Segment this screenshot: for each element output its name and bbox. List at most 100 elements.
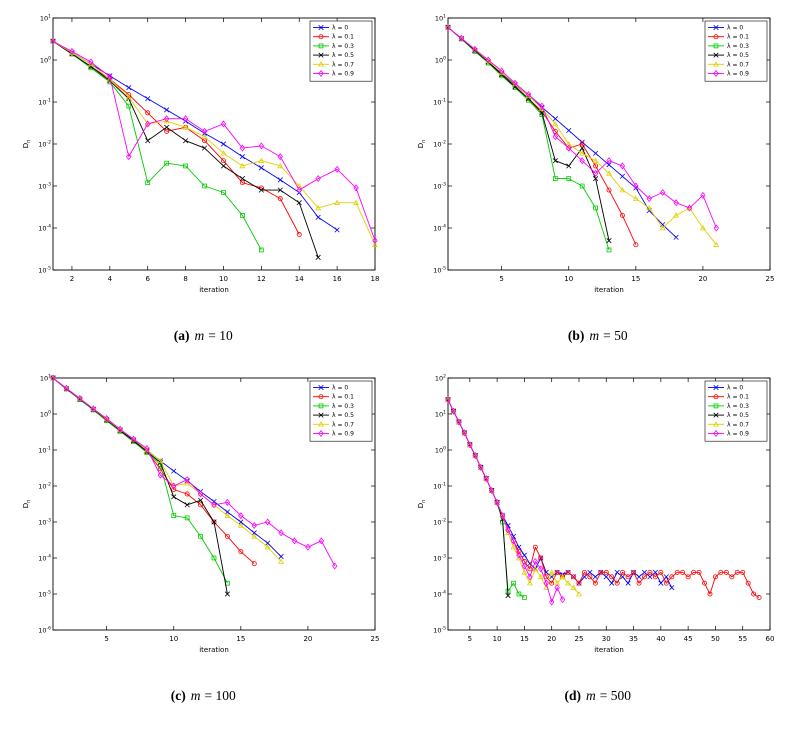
- svg-text:2: 2: [70, 275, 74, 283]
- svg-text:100: 100: [435, 56, 446, 65]
- svg-text:Dn: Dn: [22, 500, 32, 509]
- subplot-c: 5 10 15 20 25 101 100 10-1 10-2 10-3 10-4 10-5 10-6 i…: [6, 368, 401, 728]
- chart-c: 5 10 15 20 25 101 100 10-1 10-2 10-3 10-4 10-5 10-6 i…: [22, 374, 380, 655]
- svg-text:101: 101: [40, 374, 51, 383]
- svg-text:λ = 0: λ = 0: [727, 25, 743, 32]
- svg-text:10-2: 10-2: [38, 140, 51, 149]
- svg-text:10-3: 10-3: [433, 182, 446, 191]
- caption-a: (a) m = 10: [6, 328, 401, 344]
- svg-text:λ = 0: λ = 0: [332, 25, 348, 32]
- svg-text:25: 25: [371, 635, 380, 643]
- caption-d: (d) m = 500: [401, 688, 796, 704]
- svg-text:λ = 0.1: λ = 0.1: [332, 34, 354, 41]
- svg-text:λ = 0: λ = 0: [332, 385, 348, 392]
- svg-text:λ = 0.9: λ = 0.9: [727, 431, 749, 438]
- svg-text:λ = 0.1: λ = 0.1: [727, 34, 749, 41]
- caption-b-rest: = 50: [603, 328, 628, 343]
- svg-text:101: 101: [435, 410, 446, 419]
- svg-text:55: 55: [738, 635, 747, 643]
- svg-text:λ = 0.1: λ = 0.1: [727, 394, 749, 401]
- svg-text:10-5: 10-5: [38, 266, 51, 275]
- svg-text:10-1: 10-1: [433, 482, 446, 491]
- svg-text:35: 35: [629, 635, 638, 643]
- svg-text:λ = 0.7: λ = 0.7: [727, 61, 749, 68]
- svg-text:λ = 0.9: λ = 0.9: [332, 431, 354, 438]
- svg-text:10-1: 10-1: [38, 98, 51, 107]
- svg-text:λ = 0.7: λ = 0.7: [332, 61, 354, 68]
- svg-text:iteration: iteration: [199, 646, 229, 654]
- svg-text:20: 20: [304, 635, 313, 643]
- svg-text:10: 10: [564, 275, 573, 283]
- caption-c-var: m: [190, 688, 201, 703]
- svg-text:10-6: 10-6: [38, 626, 51, 635]
- svg-text:λ = 0.9: λ = 0.9: [332, 71, 354, 78]
- svg-text:λ = 0.5: λ = 0.5: [332, 52, 354, 59]
- svg-text:10: 10: [170, 635, 179, 643]
- svg-text:15: 15: [631, 275, 640, 283]
- svg-text:10-4: 10-4: [38, 224, 51, 233]
- chart-d: 5 10 15 20 25 30 35 40 45 50 55 60 102 101 100 10-1 10-2…: [417, 374, 774, 655]
- svg-text:100: 100: [40, 56, 51, 65]
- svg-text:100: 100: [435, 446, 446, 455]
- svg-text:15: 15: [520, 635, 529, 643]
- svg-text:5: 5: [499, 275, 503, 283]
- caption-a-var: m: [194, 328, 205, 343]
- svg-text:λ = 0.7: λ = 0.7: [332, 421, 354, 428]
- caption-a-tag: (a): [173, 328, 190, 343]
- svg-text:6: 6: [146, 275, 151, 283]
- svg-text:λ = 0.1: λ = 0.1: [332, 394, 354, 401]
- svg-text:10-5: 10-5: [38, 590, 51, 599]
- svg-text:5: 5: [105, 635, 109, 643]
- svg-text:λ = 0.5: λ = 0.5: [332, 412, 354, 419]
- svg-text:iteration: iteration: [199, 286, 229, 294]
- svg-text:10-1: 10-1: [433, 98, 446, 107]
- svg-text:10-5: 10-5: [433, 626, 446, 635]
- svg-text:20: 20: [698, 275, 707, 283]
- svg-text:102: 102: [435, 374, 446, 383]
- svg-text:10-3: 10-3: [38, 518, 51, 527]
- caption-d-var: m: [586, 688, 596, 703]
- svg-text:10-2: 10-2: [38, 482, 51, 491]
- svg-text:iteration: iteration: [594, 286, 624, 294]
- svg-text:10-5: 10-5: [433, 266, 446, 275]
- caption-b-var: m: [589, 328, 600, 343]
- caption-d-rest: = 500: [599, 688, 631, 703]
- svg-text:10-1: 10-1: [38, 446, 51, 455]
- subplot-d: 5 10 15 20 25 30 35 40 45 50 55 60 102 101 100 10-1 10-2…: [401, 368, 796, 728]
- svg-text:101: 101: [435, 14, 446, 23]
- svg-text:14: 14: [295, 275, 304, 283]
- svg-text:λ = 0.3: λ = 0.3: [332, 403, 354, 410]
- svg-text:30: 30: [602, 635, 611, 643]
- svg-text:10-2: 10-2: [433, 140, 446, 149]
- svg-text:λ = 0.7: λ = 0.7: [727, 421, 749, 428]
- svg-text:5: 5: [467, 635, 471, 643]
- svg-text:λ = 0.3: λ = 0.3: [727, 403, 749, 410]
- svg-text:100: 100: [40, 410, 51, 419]
- subplot-a: 2 4 6 8 10 12 14 16 18 101 100 10-1 10-2 10-3 10-4 10-5…: [6, 8, 401, 368]
- svg-text:40: 40: [656, 635, 665, 643]
- svg-text:45: 45: [683, 635, 692, 643]
- svg-text:λ = 0: λ = 0: [727, 385, 743, 392]
- svg-text:15: 15: [237, 635, 246, 643]
- svg-text:λ = 0.3: λ = 0.3: [332, 43, 354, 50]
- svg-text:iteration: iteration: [594, 646, 624, 654]
- svg-text:16: 16: [333, 275, 342, 283]
- chart-b: 5 10 15 20 25 101 100 10-1 10-2 10-3 10-4 10-5 itera…: [417, 14, 774, 295]
- svg-text:8: 8: [184, 275, 188, 283]
- caption-c-rest: = 100: [204, 688, 236, 703]
- caption-b-tag: (b): [567, 328, 585, 343]
- svg-text:λ = 0.3: λ = 0.3: [727, 43, 749, 50]
- caption-c: (c) m = 100: [6, 688, 401, 704]
- svg-text:10: 10: [219, 275, 228, 283]
- caption-a-rest: = 10: [208, 328, 233, 343]
- svg-text:10-4: 10-4: [433, 590, 446, 599]
- svg-text:60: 60: [765, 635, 774, 643]
- svg-text:20: 20: [547, 635, 556, 643]
- svg-text:10-4: 10-4: [433, 224, 446, 233]
- svg-text:Dn: Dn: [22, 140, 32, 149]
- svg-text:λ = 0.5: λ = 0.5: [727, 412, 749, 419]
- chart-a: 2 4 6 8 10 12 14 16 18 101 100 10-1 10-2 10-3 10-4 10-5…: [22, 14, 380, 295]
- svg-text:10-3: 10-3: [433, 554, 446, 563]
- svg-text:18: 18: [371, 275, 380, 283]
